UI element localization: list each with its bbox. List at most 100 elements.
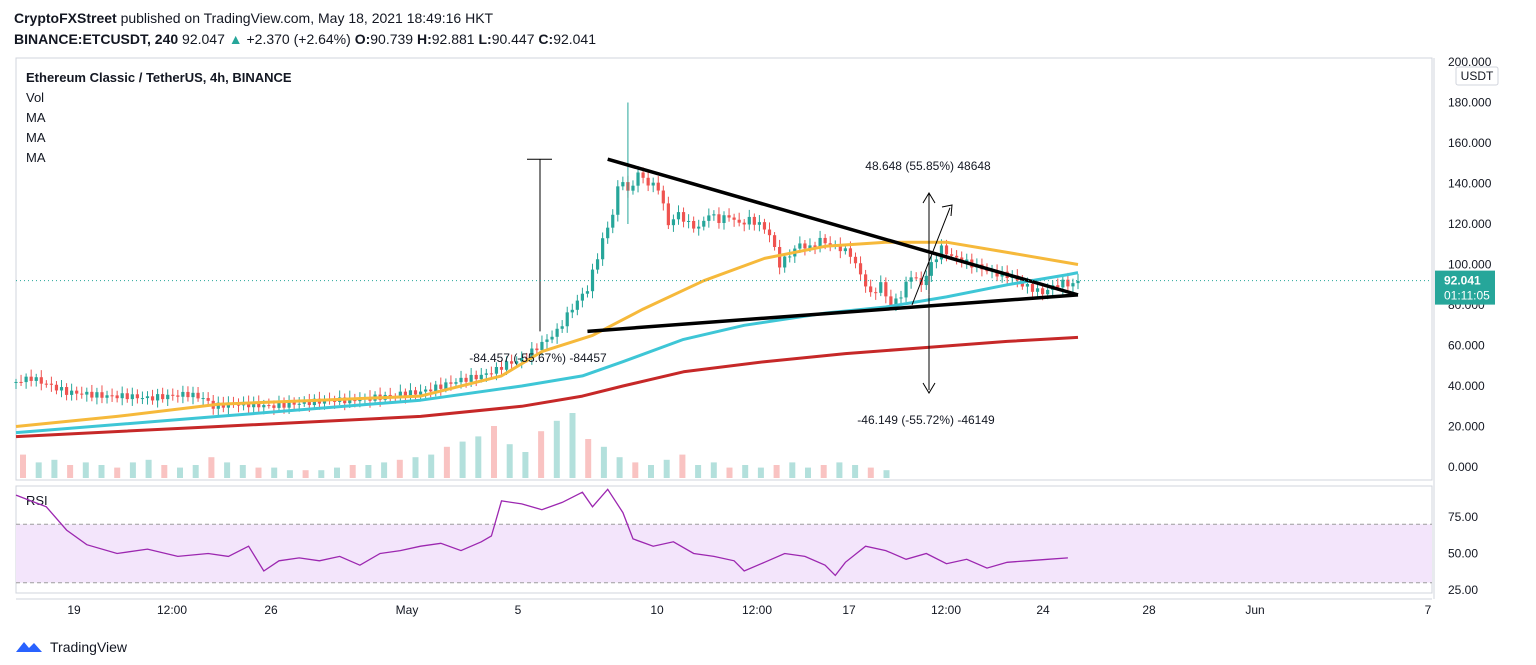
candle-body <box>671 219 676 226</box>
candle-body <box>651 182 655 186</box>
volume-bar <box>506 444 513 478</box>
high-label: H: <box>416 31 432 47</box>
candles <box>14 102 1080 416</box>
volume-bar <box>522 452 529 478</box>
candle-body <box>606 227 610 239</box>
volume-bar <box>67 465 74 478</box>
volume-bar <box>867 467 874 478</box>
candle-body <box>115 395 119 399</box>
candle-body <box>267 405 271 407</box>
candle-body <box>601 238 605 260</box>
ma100-line <box>15 271 1079 435</box>
author-name[interactable]: CryptoFXStreet <box>14 10 117 26</box>
candle-body <box>545 339 549 342</box>
last-price-tag <box>1435 270 1495 305</box>
candle-body <box>676 212 681 220</box>
footer: TradingView <box>14 638 127 656</box>
candle-body <box>742 222 746 225</box>
volume-bar <box>224 462 231 478</box>
volume-bar <box>35 462 42 478</box>
candle-body <box>575 300 579 310</box>
target-down-arrow-icon <box>922 382 936 394</box>
price-tick-label: 180.000 <box>1448 96 1492 110</box>
low-value: 90.447 <box>491 31 535 47</box>
volume-bar <box>20 454 26 478</box>
time-tick-label: 19 <box>67 603 81 617</box>
volume-bar <box>302 470 309 478</box>
time-tick-label: May <box>396 603 419 617</box>
measure-down-label: -46.149 (-55.72%) -46149 <box>857 413 995 427</box>
volume-bar <box>412 457 419 478</box>
volume-bar <box>852 465 859 478</box>
volume-bar <box>286 470 293 478</box>
volume-bar <box>334 467 340 478</box>
price-tick-label: 120.000 <box>1448 217 1492 231</box>
candle-body <box>757 222 761 225</box>
candle-body <box>171 394 175 396</box>
candle-body <box>464 377 468 382</box>
volume-bar <box>695 465 702 478</box>
candle-body <box>560 326 564 329</box>
high-value: 92.881 <box>431 31 475 47</box>
candle-body <box>995 270 999 277</box>
candle-body <box>1056 285 1060 288</box>
volume-bar <box>538 431 545 478</box>
candle-body <box>49 383 53 385</box>
footer-brand[interactable]: TradingView <box>50 639 128 655</box>
candle-body <box>924 275 928 286</box>
breakout-line <box>911 207 951 306</box>
candle-body <box>864 274 868 287</box>
measure-down-left-label: -84.457 (-55.67%) -84457 <box>469 351 607 365</box>
volume-bar <box>805 467 811 478</box>
time-tick-label: 10 <box>650 603 664 617</box>
candle-body <box>161 394 165 400</box>
candle-body <box>429 389 433 392</box>
candle-body <box>34 377 38 381</box>
candle-body <box>767 229 772 236</box>
price-unit-box <box>1455 66 1499 86</box>
tradingview-logo-icon <box>16 642 42 652</box>
volume-bar <box>239 465 246 478</box>
legend-item: MA <box>26 150 46 165</box>
candle-body <box>823 237 827 244</box>
candle-body <box>510 361 514 364</box>
volume-bar <box>679 454 686 478</box>
candle-body <box>641 172 645 178</box>
candle-body <box>277 402 281 408</box>
price-tick-label: 160.000 <box>1448 136 1492 150</box>
rsi-tick-label: 75.00 <box>1448 510 1478 524</box>
volume-bar <box>475 436 482 478</box>
rsi-line <box>15 488 1068 577</box>
volume-bar <box>82 462 89 478</box>
volume-bar <box>428 454 435 478</box>
candle-body <box>783 256 787 268</box>
candle-body <box>955 255 959 258</box>
candle-body <box>322 399 327 404</box>
volume-bar <box>726 467 733 478</box>
candle-body <box>732 217 736 220</box>
price-tick-label: 20.000 <box>1448 420 1485 434</box>
candle-body <box>29 376 33 381</box>
candle-body <box>550 336 554 340</box>
main-pane-frame <box>15 57 1433 481</box>
volume-bar <box>114 467 121 478</box>
candle-body <box>611 214 615 228</box>
candle-body <box>388 394 392 397</box>
candle-body <box>570 309 574 313</box>
volume-bar <box>161 465 168 478</box>
candle-body <box>914 277 918 279</box>
candle-body <box>166 394 170 400</box>
open-label: O: <box>354 31 371 47</box>
open-value: 90.739 <box>370 31 414 47</box>
volume-bar <box>773 465 780 478</box>
volume-bar <box>632 462 639 478</box>
candle-body <box>418 391 423 395</box>
volume-bar <box>600 446 607 478</box>
candle-body <box>459 377 463 383</box>
candle-body <box>697 226 701 229</box>
upper-trendline <box>607 157 1079 297</box>
candle-body <box>1066 279 1070 287</box>
candle-body <box>712 214 716 216</box>
volume-bar <box>271 467 278 478</box>
